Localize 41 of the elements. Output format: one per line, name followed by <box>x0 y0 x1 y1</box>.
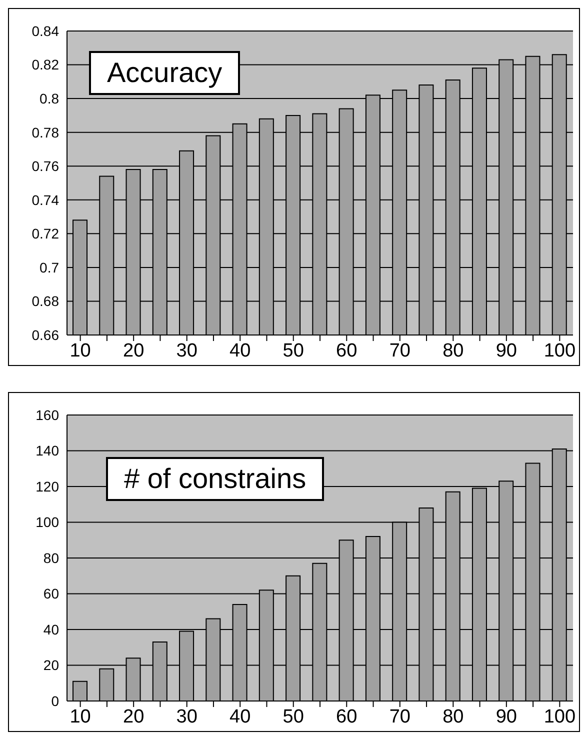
x-tick-label: 80 <box>442 706 464 728</box>
y-tick-label: 100 <box>36 514 60 530</box>
y-tick-label: 0.76 <box>32 158 60 174</box>
y-tick-label: 40 <box>43 621 60 638</box>
y-tick-label: 0.66 <box>32 326 60 343</box>
x-tick-label: 50 <box>282 340 304 362</box>
y-tick-label: 160 <box>36 406 60 423</box>
y-tick-label: 80 <box>43 550 60 566</box>
x-tick-label: 30 <box>176 706 198 728</box>
y-tick-label: 0.7 <box>40 259 60 276</box>
x-tick-label: 60 <box>336 706 358 728</box>
y-tick-label: 0.68 <box>32 293 60 310</box>
y-tick-label: 60 <box>43 586 60 602</box>
x-tick-label: 100 <box>544 706 576 728</box>
x-tick-label: 20 <box>123 340 144 362</box>
x-tick-label: 90 <box>496 706 517 728</box>
x-tick-label: 80 <box>442 340 464 362</box>
x-tick-label: 90 <box>496 340 517 362</box>
x-tick-label: 40 <box>230 706 251 728</box>
x-tick-label: 40 <box>230 340 251 362</box>
y-tick-label: 120 <box>36 478 60 494</box>
x-tick-label: 30 <box>176 340 198 362</box>
text: Accuracy <box>89 51 240 95</box>
x-tick-label: 100 <box>544 340 576 362</box>
x-tick-label: 50 <box>282 706 304 728</box>
y-tick-label: 0.72 <box>32 226 60 242</box>
x-tick-label: 60 <box>336 340 358 362</box>
x-tick-label: 10 <box>70 340 91 362</box>
y-tick-label: 0.84 <box>32 22 60 39</box>
y-tick-label: 0.78 <box>32 124 60 140</box>
x-tick-label: 70 <box>389 706 410 728</box>
x-tick-label: 20 <box>123 706 144 728</box>
x-tick-label: 10 <box>70 706 91 728</box>
text: # of constrains <box>106 457 324 501</box>
x-tick-label: 70 <box>389 340 410 362</box>
y-tick-label: 0.8 <box>40 90 60 107</box>
y-tick-label: 0.74 <box>32 192 60 208</box>
y-tick-label: 140 <box>36 442 60 459</box>
y-tick-label: 20 <box>43 657 60 674</box>
y-tick-label: 0 <box>51 692 60 709</box>
y-tick-label: 0.82 <box>32 56 60 73</box>
